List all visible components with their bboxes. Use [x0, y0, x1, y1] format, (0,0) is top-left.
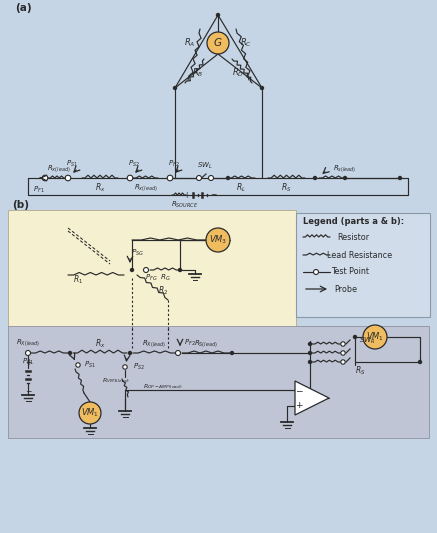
Circle shape	[226, 176, 230, 180]
Text: $VM_1$: $VM_1$	[366, 331, 384, 343]
Circle shape	[79, 402, 101, 424]
Text: −: −	[295, 386, 303, 395]
Circle shape	[341, 351, 345, 355]
FancyBboxPatch shape	[8, 326, 429, 438]
Circle shape	[418, 360, 422, 364]
Text: $P_{S1}$: $P_{S1}$	[66, 159, 78, 169]
Text: $P_{F1}$: $P_{F1}$	[33, 185, 45, 195]
Circle shape	[353, 335, 357, 339]
Text: Lead Resistance: Lead Resistance	[327, 251, 392, 260]
Circle shape	[343, 176, 347, 180]
Text: $P_{S2}$: $P_{S2}$	[133, 362, 145, 372]
Text: $R_x$: $R_x$	[95, 338, 105, 350]
FancyBboxPatch shape	[296, 213, 430, 317]
Text: $P_{F2}$: $P_{F2}$	[184, 338, 196, 348]
Text: +: +	[295, 401, 303, 410]
Circle shape	[173, 86, 177, 90]
Text: $R_{X(lead)}$: $R_{X(lead)}$	[16, 337, 40, 349]
Text: $P_{S2}$: $P_{S2}$	[128, 159, 140, 169]
Text: $SW_L$: $SW_L$	[197, 161, 213, 171]
Circle shape	[128, 351, 132, 355]
Text: Probe: Probe	[334, 285, 357, 294]
Circle shape	[363, 325, 387, 349]
Circle shape	[167, 175, 173, 181]
FancyBboxPatch shape	[8, 210, 296, 328]
Circle shape	[130, 268, 134, 272]
Text: $P_{F1}$: $P_{F1}$	[22, 357, 34, 367]
Text: $R_{VM1(lead)}$: $R_{VM1(lead)}$	[102, 377, 130, 385]
Text: $R_S$: $R_S$	[281, 182, 291, 194]
Text: $VM_1$: $VM_1$	[81, 407, 99, 419]
Text: $SW_R$: $SW_R$	[359, 336, 375, 346]
Text: $R_A$: $R_A$	[184, 37, 196, 49]
Text: +: +	[25, 358, 31, 367]
Circle shape	[42, 175, 48, 181]
Text: $R_{x(lead)}$: $R_{x(lead)}$	[134, 183, 158, 193]
Circle shape	[313, 176, 317, 180]
Text: $R_{S(lead)}$: $R_{S(lead)}$	[194, 338, 218, 350]
Text: $R_{x(lead)}$: $R_{x(lead)}$	[47, 164, 71, 174]
Circle shape	[176, 351, 180, 356]
Text: −: −	[25, 387, 31, 396]
Polygon shape	[295, 381, 329, 415]
Circle shape	[207, 32, 229, 54]
Circle shape	[308, 360, 312, 364]
Circle shape	[216, 13, 220, 17]
Text: $R_B$: $R_B$	[192, 67, 204, 79]
Circle shape	[197, 175, 201, 181]
Text: $R_{SOURCE}$: $R_{SOURCE}$	[171, 200, 199, 210]
Text: Resistor: Resistor	[337, 232, 369, 241]
Text: Legend (parts a & b):: Legend (parts a & b):	[303, 216, 404, 225]
Text: $P_{SG}$: $P_{SG}$	[132, 248, 145, 258]
Circle shape	[206, 228, 230, 252]
Circle shape	[68, 351, 72, 355]
Circle shape	[341, 360, 345, 364]
Text: $R_x$: $R_x$	[95, 182, 105, 194]
Circle shape	[308, 342, 312, 346]
Text: $R_L$: $R_L$	[236, 182, 246, 194]
Text: $P_{F2}$: $P_{F2}$	[168, 159, 180, 169]
Circle shape	[208, 175, 214, 181]
Circle shape	[230, 351, 234, 355]
Circle shape	[260, 86, 264, 90]
Text: $R_C$: $R_C$	[240, 37, 252, 49]
Text: $R_2$: $R_2$	[158, 285, 168, 297]
Text: +: +	[184, 190, 190, 199]
Circle shape	[65, 175, 71, 181]
Circle shape	[313, 270, 319, 274]
Text: −: −	[210, 190, 216, 199]
Text: $R_1$: $R_1$	[73, 274, 83, 286]
Circle shape	[341, 342, 345, 346]
Text: (a): (a)	[15, 3, 31, 13]
Text: $R_{s(lead)}$: $R_{s(lead)}$	[333, 164, 357, 174]
Text: $R_G$: $R_G$	[160, 273, 170, 283]
Circle shape	[398, 176, 402, 180]
Text: (b): (b)	[12, 200, 29, 210]
Circle shape	[143, 268, 149, 272]
Text: G: G	[214, 38, 222, 48]
Circle shape	[76, 363, 80, 367]
Text: $R_{X(lead)}$: $R_{X(lead)}$	[142, 338, 166, 350]
Circle shape	[127, 175, 133, 181]
Circle shape	[178, 268, 182, 272]
Circle shape	[308, 351, 312, 355]
Text: $P_{S1}$: $P_{S1}$	[84, 360, 96, 370]
Text: $VM_3$: $VM_3$	[209, 234, 227, 246]
Text: $R_D$: $R_D$	[232, 67, 244, 79]
Text: Test Point: Test Point	[331, 268, 369, 277]
Circle shape	[25, 351, 31, 356]
Text: $R_{OP-AMP(lead)}$: $R_{OP-AMP(lead)}$	[143, 383, 183, 391]
Text: $R_S$: $R_S$	[355, 365, 365, 377]
Text: $P_{FG}$: $P_{FG}$	[145, 273, 157, 283]
Circle shape	[123, 365, 127, 369]
